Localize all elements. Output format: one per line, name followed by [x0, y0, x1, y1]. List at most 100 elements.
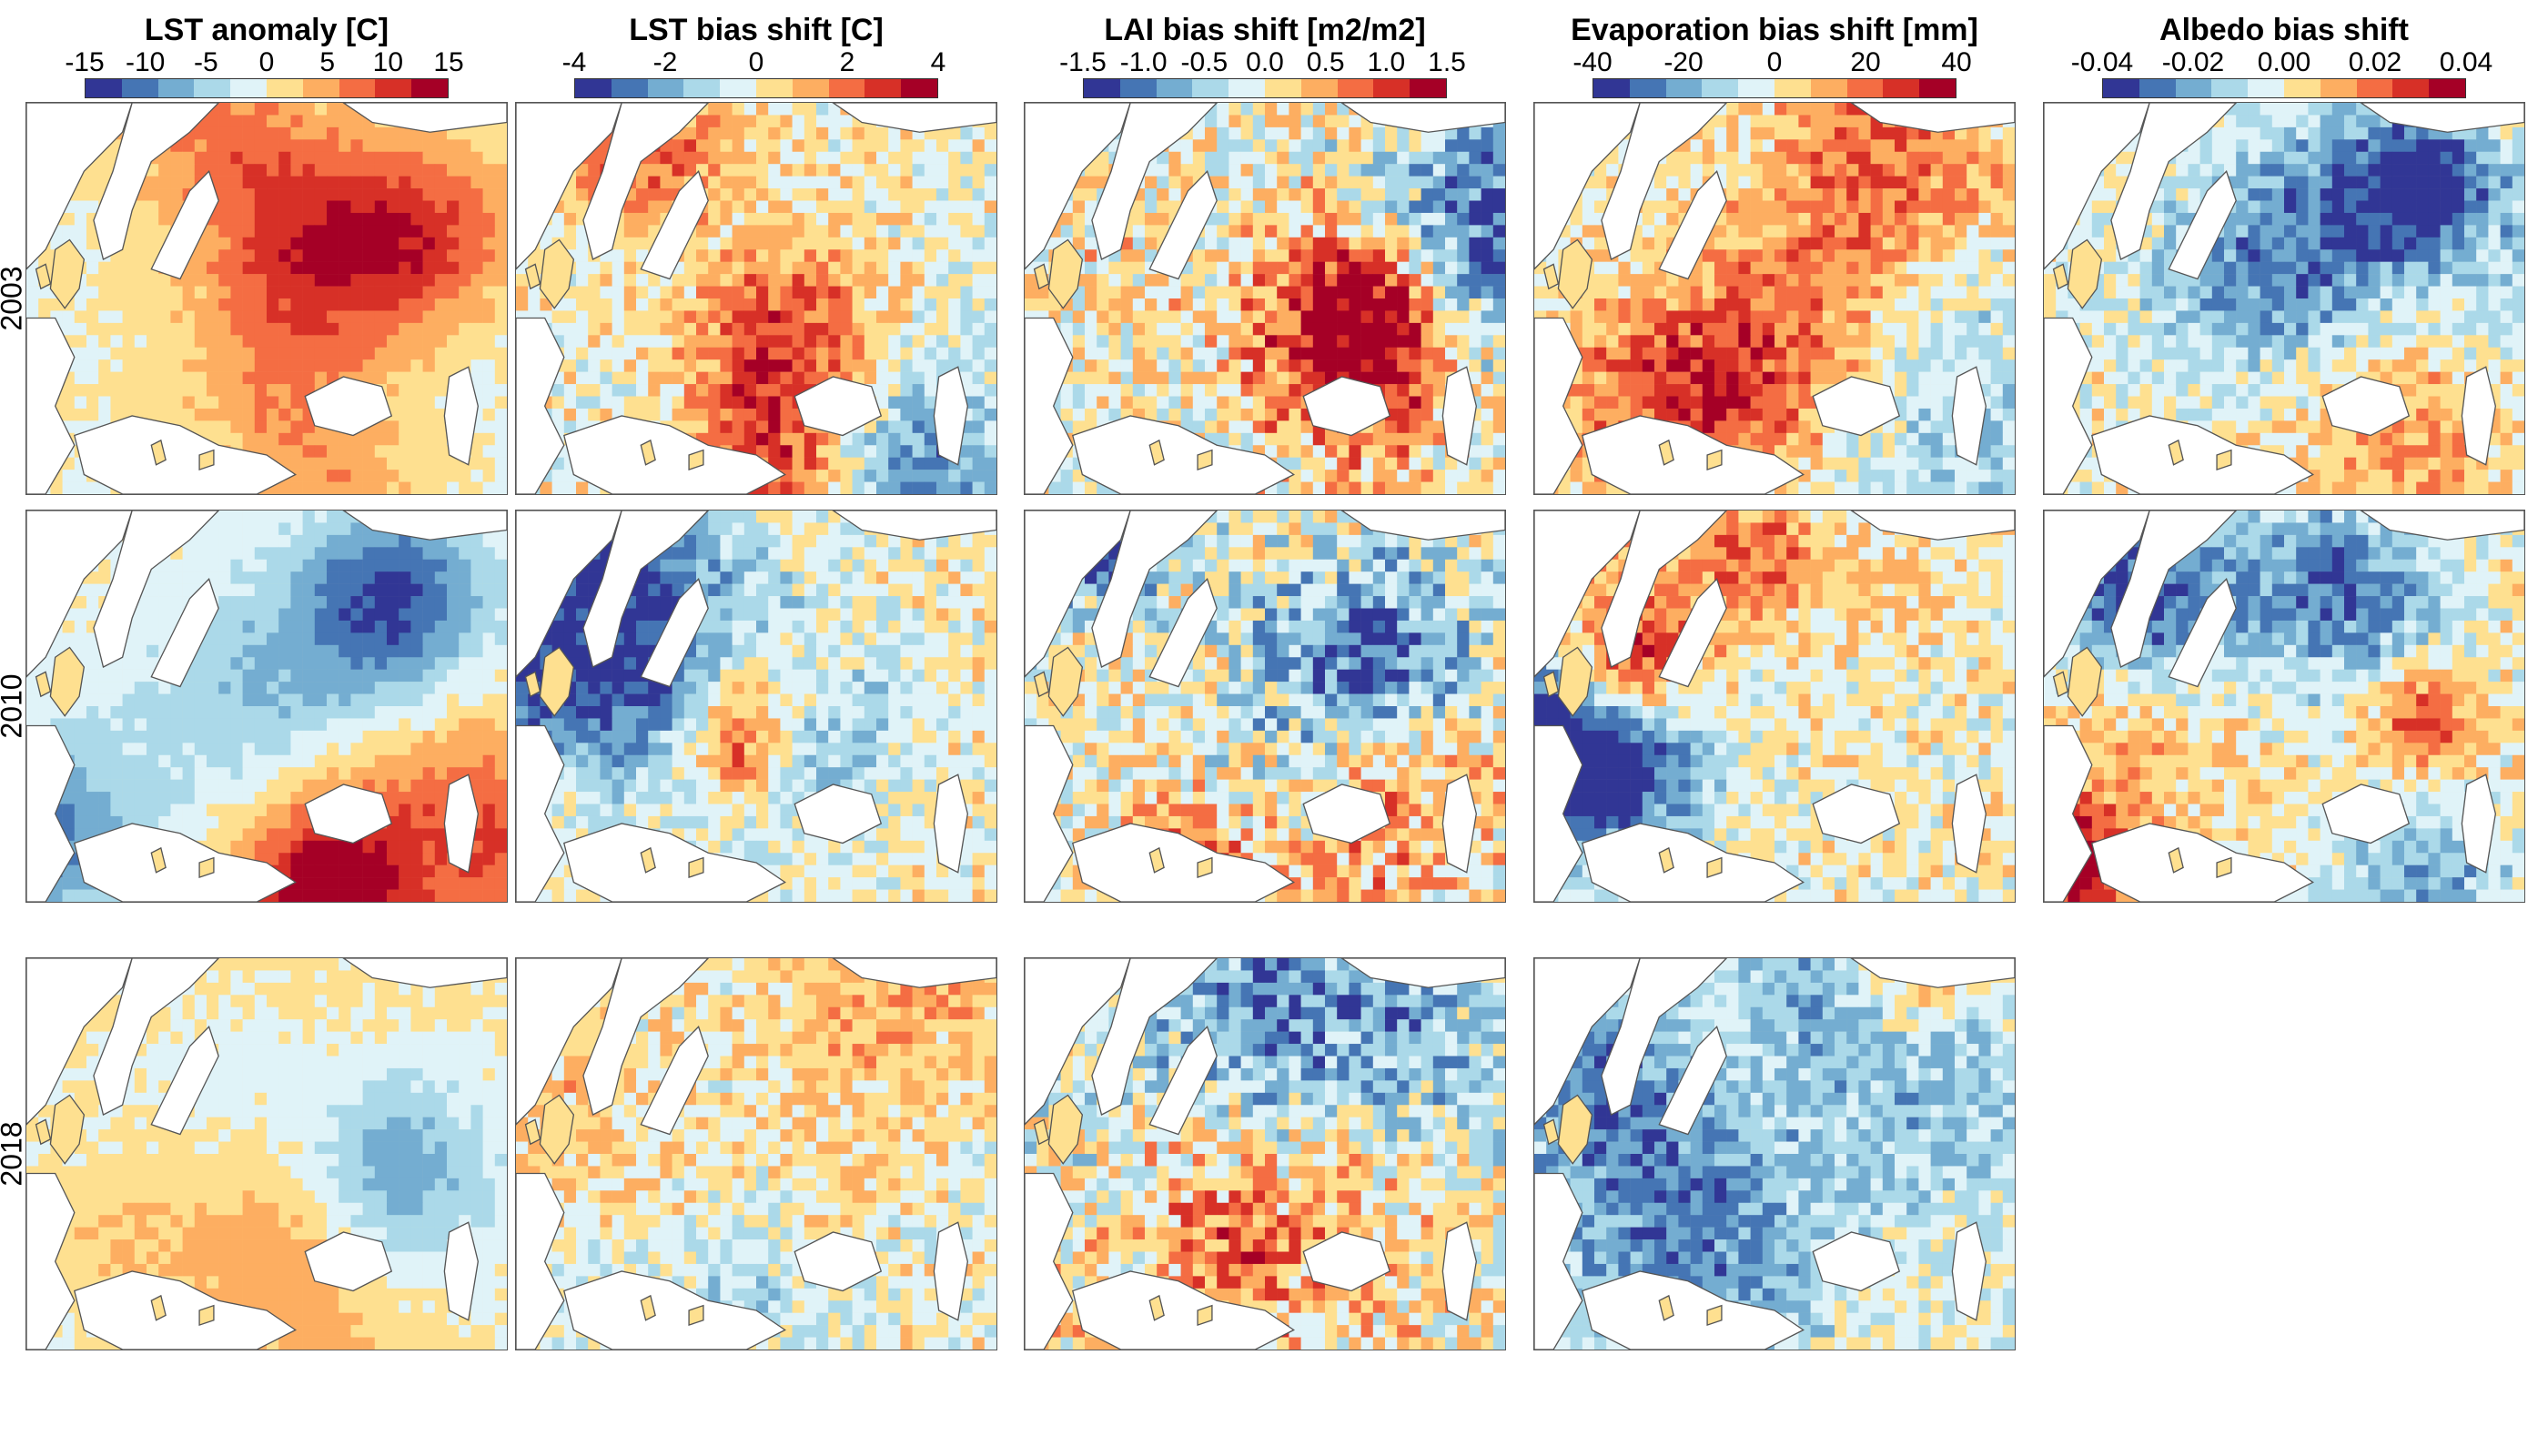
raster-cell — [182, 1154, 196, 1167]
raster-cell — [459, 1080, 471, 1094]
raster-cell — [732, 359, 745, 372]
raster-cell — [410, 1166, 423, 1179]
raster-cell — [290, 445, 303, 458]
raster-cell — [74, 706, 87, 719]
raster-cell — [696, 286, 709, 299]
raster-cell — [207, 286, 219, 299]
raster-cell — [254, 534, 268, 548]
raster-cell — [207, 225, 219, 238]
raster-cell — [410, 1276, 423, 1289]
raster-cell — [290, 853, 303, 865]
raster-cell — [74, 1080, 87, 1094]
raster-cell — [182, 1019, 196, 1032]
raster-cell — [218, 693, 231, 707]
colorbar-segment — [1337, 79, 1374, 97]
raster-cell — [948, 225, 961, 238]
raster-cell — [924, 151, 937, 165]
raster-cell — [936, 298, 949, 311]
raster-cell — [302, 1166, 316, 1179]
raster-cell — [230, 596, 243, 609]
raster-cell — [470, 432, 483, 446]
raster-cell — [302, 151, 316, 165]
raster-cell — [720, 286, 733, 299]
raster-cell — [218, 682, 231, 694]
raster-cell — [672, 322, 685, 336]
raster-cell — [207, 261, 219, 275]
raster-cell — [254, 1019, 268, 1032]
raster-cell — [74, 815, 87, 829]
raster-cell — [207, 706, 219, 719]
raster-cell — [447, 1080, 460, 1094]
raster-cell — [110, 1202, 123, 1216]
raster-cell — [98, 164, 111, 177]
raster-cell — [387, 889, 399, 902]
raster-cell — [434, 1288, 448, 1301]
raster-cell — [434, 682, 448, 694]
raster-cell — [242, 1190, 256, 1204]
raster-cell — [170, 583, 183, 597]
raster-cell — [86, 1044, 99, 1057]
raster-cell — [792, 188, 805, 201]
raster-cell — [339, 286, 351, 299]
raster-cell — [170, 151, 183, 165]
raster-cell — [482, 286, 496, 299]
raster-cell — [230, 1117, 243, 1130]
raster-cell — [230, 274, 243, 287]
raster-cell — [147, 632, 159, 646]
raster-cell — [459, 596, 471, 609]
raster-cell — [207, 815, 219, 829]
raster-cell — [387, 1006, 399, 1020]
raster-cell — [494, 1215, 507, 1228]
raster-cell — [984, 396, 996, 410]
raster-cell — [470, 547, 483, 561]
raster-cell — [302, 767, 316, 780]
raster-cell — [422, 298, 436, 311]
raster-cell — [494, 596, 507, 609]
raster-cell — [122, 1141, 136, 1155]
raster-cell — [339, 322, 351, 336]
raster-cell — [960, 249, 973, 262]
raster-cell — [447, 982, 460, 996]
raster-cell — [434, 840, 448, 854]
raster-cell — [86, 754, 99, 768]
raster-cell — [350, 1129, 363, 1142]
raster-cell — [182, 779, 196, 793]
raster-cell — [470, 1288, 483, 1301]
raster-cell — [158, 596, 171, 609]
raster-cell — [470, 877, 483, 890]
raster-cell — [804, 249, 817, 262]
raster-cell — [399, 347, 411, 360]
raster-cell — [86, 1239, 99, 1252]
raster-cell — [290, 200, 303, 214]
raster-cell — [888, 225, 901, 238]
raster-cell — [122, 1190, 136, 1204]
raster-cell — [242, 815, 256, 829]
raster-cell — [302, 1227, 316, 1240]
raster-cell — [422, 445, 436, 458]
raster-cell — [422, 559, 436, 572]
raster-cell — [122, 754, 136, 768]
raster-cell — [852, 249, 865, 262]
raster-cell — [756, 384, 769, 397]
raster-cell — [972, 200, 986, 214]
raster-cell — [267, 792, 279, 804]
raster-cell — [218, 126, 231, 140]
raster-cell — [134, 1239, 147, 1252]
raster-cell — [314, 743, 328, 756]
raster-cell — [888, 298, 901, 311]
raster-cell — [350, 347, 363, 360]
raster-cell — [230, 982, 243, 996]
raster-cell — [62, 1178, 76, 1191]
raster-cell — [110, 359, 123, 372]
raster-cell — [218, 164, 231, 177]
raster-cell — [792, 371, 805, 385]
colorbar — [2102, 78, 2466, 98]
raster-cell — [267, 1178, 279, 1191]
raster-cell — [74, 620, 87, 633]
raster-cell — [302, 1080, 316, 1094]
raster-cell — [756, 237, 769, 250]
raster-cell — [242, 212, 256, 226]
raster-cell — [327, 1288, 339, 1301]
raster-cell — [147, 792, 159, 804]
raster-cell — [267, 261, 279, 275]
